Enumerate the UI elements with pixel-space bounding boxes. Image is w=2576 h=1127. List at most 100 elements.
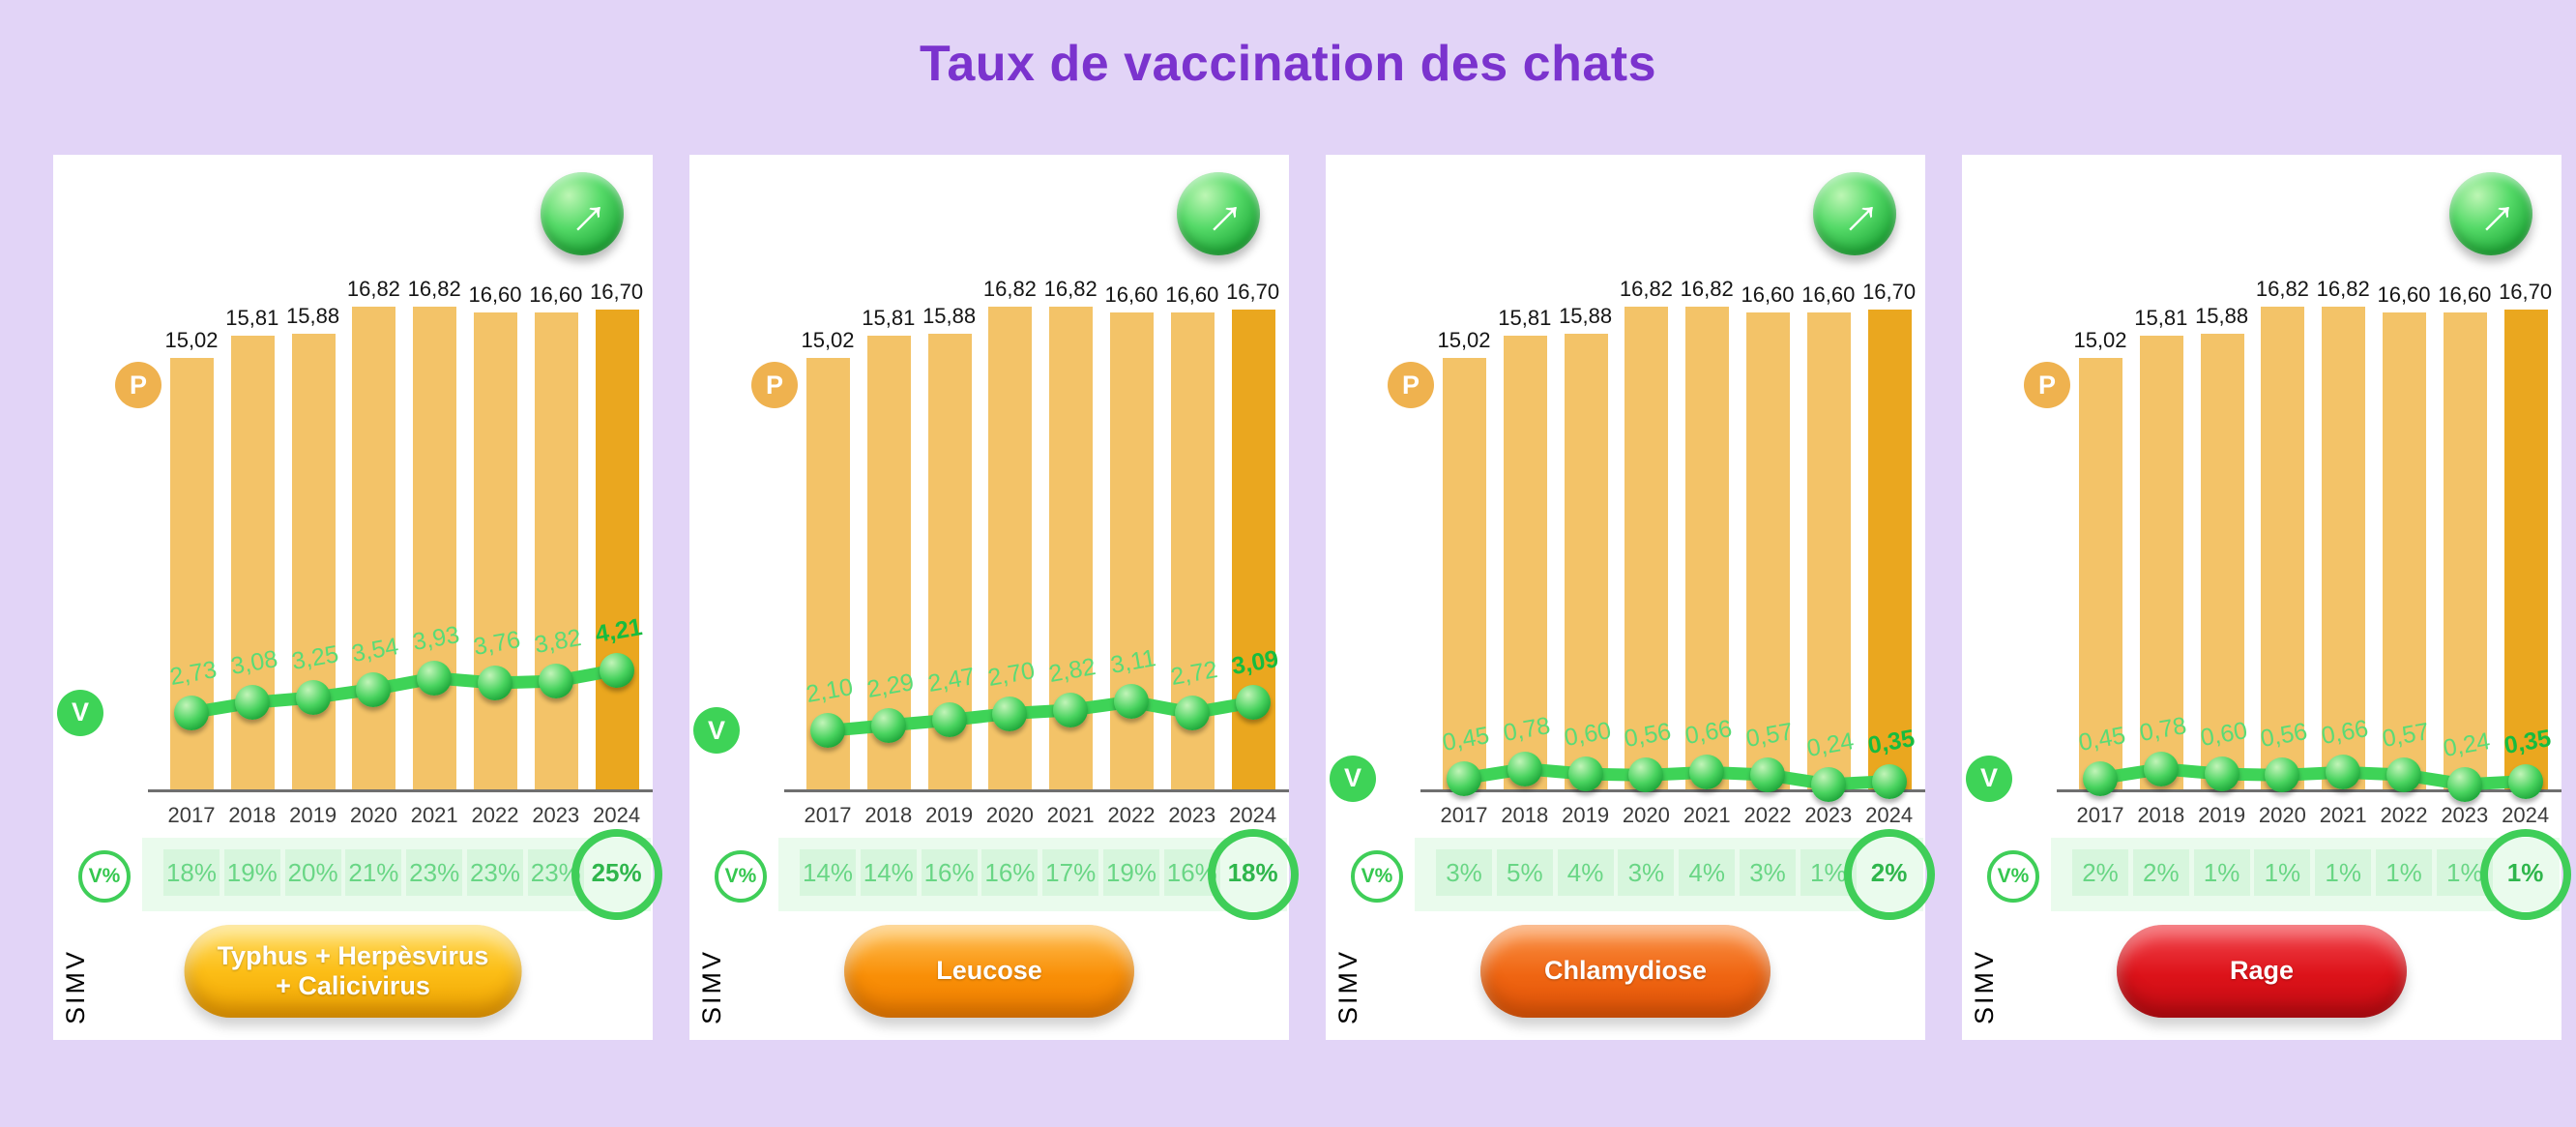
x-axis-tick-label: 2023: [532, 803, 580, 827]
highlight-ring: [2479, 829, 2571, 920]
population-bar: [534, 312, 578, 791]
x-axis-tick-label: 2020: [2258, 803, 2306, 827]
vaccinated-badge: V: [1330, 755, 1376, 802]
population-bar-value: 15,88: [1559, 303, 1613, 328]
line-marker: [1871, 763, 1907, 799]
population-bar: [1564, 333, 1608, 791]
population-bar-value: 16,60: [1741, 282, 1795, 308]
population-bar: [291, 333, 336, 791]
population-bar-value: 16,60: [2438, 282, 2492, 308]
population-bar-value: 16,82: [346, 276, 400, 301]
x-axis-line: [784, 789, 1289, 792]
rate-cell: 2%: [2132, 849, 2189, 896]
rate-cell: 16%: [921, 849, 978, 896]
population-bar-value: 16,82: [1619, 276, 1673, 301]
rate-badge: V%: [1987, 850, 2039, 903]
brand-label-simv: SIMV: [1333, 948, 1362, 1024]
share-arrow-button[interactable]: →: [2449, 170, 2532, 255]
share-arrow-button[interactable]: →: [541, 171, 624, 255]
rate-cell: 1%: [2254, 849, 2311, 896]
rate-cell: 19%: [223, 849, 280, 896]
x-axis-tick-label: 2024: [1865, 803, 1914, 827]
population-bar: [2200, 333, 2244, 791]
line-marker: [2204, 756, 2239, 792]
population-bar-value: 15,02: [164, 328, 219, 353]
brand-label-simv: SIMV: [1970, 948, 1999, 1024]
population-bar-value: 16,60: [1801, 282, 1856, 308]
population-bar-value: 16,82: [2316, 276, 2370, 301]
x-axis-tick-label: 2019: [1562, 803, 1610, 827]
vaccinated-badge: V: [57, 689, 103, 736]
population-bar-value: 15,02: [2073, 328, 2127, 353]
x-axis-line: [148, 789, 653, 792]
population-bar: [2139, 335, 2183, 791]
population-bar: [2322, 306, 2366, 791]
vaccine-chart-panel: → P 15,02 2017 15,81 2018 15,88 2019 16,82 2020 16…: [1326, 155, 1935, 1040]
line-marker: [2507, 763, 2543, 799]
population-bar-value: 16,60: [1165, 282, 1219, 308]
population-bar-value: 15,88: [2195, 303, 2249, 328]
vaccine-button-typhus-herp-svirus-calicivirus[interactable]: Typhus + Herpèsvirus + Calicivirus: [184, 925, 522, 1018]
line-marker: [1628, 757, 1664, 793]
x-axis-tick-label: 2023: [1168, 803, 1216, 827]
x-axis-tick-label: 2018: [864, 803, 913, 827]
line-marker: [174, 695, 209, 730]
vaccine-button-label: + Calicivirus: [276, 971, 430, 1000]
population-bar-value: 16,82: [407, 276, 461, 301]
x-axis-tick-label: 2024: [2502, 803, 2550, 827]
rate-cell: 4%: [1679, 849, 1736, 896]
vaccine-button-leucose[interactable]: Leucose: [844, 925, 1134, 1018]
rate-cell: 3%: [1740, 849, 1796, 896]
chart-panels-container: → P 15,02 2017 15,81 2018 15,88 2019 16,82 2020 16…: [53, 155, 2571, 1040]
population-bar: [2503, 310, 2548, 791]
line-marker: [478, 665, 512, 700]
share-arrow-button[interactable]: →: [1177, 170, 1260, 255]
share-arrow-button[interactable]: →: [1813, 170, 1896, 255]
arrow-up-right-icon: →: [1813, 170, 1895, 252]
arrow-up-right-icon: →: [1177, 170, 1259, 252]
x-axis-tick-label: 2022: [1743, 803, 1792, 827]
population-bar-value: 15,81: [1498, 305, 1552, 330]
population-bar: [230, 335, 275, 791]
rate-cell: 1%: [2193, 849, 2250, 896]
population-badge: P: [2024, 362, 2070, 408]
population-bar-value: 16,82: [2255, 276, 2309, 301]
line-marker: [1567, 756, 1603, 792]
x-axis-tick-label: 2021: [2319, 803, 2367, 827]
population-bar: [2382, 312, 2426, 791]
vaccine-button-label: Typhus + Herpèsvirus: [217, 940, 489, 970]
population-badge: P: [751, 362, 798, 408]
population-bar: [1867, 310, 1912, 791]
line-marker: [2326, 755, 2361, 790]
rate-badge: V%: [1351, 850, 1403, 903]
population-bar-value: 16,82: [982, 276, 1037, 301]
population-bar: [2261, 306, 2305, 791]
vaccine-button-chlamydiose[interactable]: Chlamydiose: [1480, 925, 1771, 1018]
x-axis-tick-label: 2017: [804, 803, 852, 827]
population-bar-value: 16,70: [1862, 280, 1917, 305]
highlight-ring: [1843, 829, 1935, 920]
line-marker: [417, 660, 453, 696]
vaccine-button-rage[interactable]: Rage: [2117, 925, 2407, 1018]
line-marker: [931, 702, 967, 738]
x-axis-tick-label: 2017: [1440, 803, 1488, 827]
population-bar-value: 16,70: [2499, 280, 2553, 305]
x-axis-tick-label: 2022: [1107, 803, 1156, 827]
population-bar-value: 15,81: [862, 305, 916, 330]
population-bar: [1625, 306, 1669, 791]
brand-label-simv: SIMV: [697, 948, 726, 1024]
x-axis-tick-label: 2024: [593, 803, 641, 827]
brand-label-simv: SIMV: [61, 948, 90, 1024]
arrow-up-right-icon: →: [2449, 170, 2532, 252]
line-marker: [1689, 755, 1725, 790]
population-bar: [1109, 312, 1154, 791]
population-bar: [413, 306, 457, 791]
population-bar: [1685, 306, 1730, 791]
rate-cell: 14%: [860, 849, 917, 896]
line-marker: [2083, 760, 2118, 796]
vaccine-chart-panel: → P 15,02 2017 15,81 2018 15,88 2019 16,82 2020 16…: [1962, 155, 2571, 1040]
line-marker: [1750, 757, 1785, 792]
rate-cell: 18%: [163, 849, 220, 896]
line-marker: [1174, 695, 1210, 730]
rate-cell: 3%: [1436, 849, 1492, 896]
